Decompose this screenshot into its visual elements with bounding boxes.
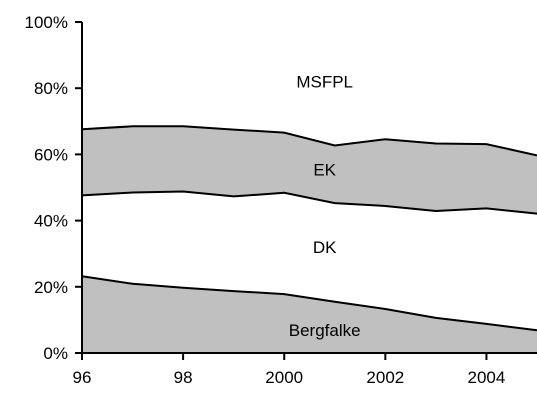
area-label-bergfalke: Bergfalke — [289, 321, 361, 340]
y-tick-label: 100% — [25, 13, 68, 32]
x-tick-label: 96 — [73, 368, 92, 387]
x-tick-label: 2002 — [366, 368, 404, 387]
y-tick-label: 0% — [43, 344, 68, 363]
y-tick-label: 20% — [34, 278, 68, 297]
y-tick-label: 40% — [34, 212, 68, 231]
y-tick-label: 80% — [34, 79, 68, 98]
x-tick-label: 2000 — [265, 368, 303, 387]
area-bergfalke — [82, 276, 537, 353]
y-axis-ticks: 0% 20% 40% 60% 80% 100% — [25, 13, 82, 363]
boundary-line-bergfalke — [81, 275, 537, 332]
boundary-line-ek — [81, 125, 537, 157]
x-axis-ticks: 96 98 2000 2002 2004 — [73, 353, 506, 387]
area-label-ek: EK — [313, 160, 336, 179]
x-tick-label: 98 — [174, 368, 193, 387]
series-boundary-lines — [81, 125, 537, 332]
area-label-msfpl: MSFPL — [296, 73, 353, 92]
area-msfpl — [82, 22, 537, 156]
x-tick-label: 2004 — [468, 368, 506, 387]
area-dk — [82, 191, 537, 331]
y-tick-label: 60% — [34, 145, 68, 164]
area-labels: MSFPL EK DK Bergfalke — [289, 73, 361, 340]
area-series-group — [82, 22, 537, 353]
area-label-dk: DK — [313, 238, 337, 257]
boundary-line-dk — [81, 190, 537, 215]
